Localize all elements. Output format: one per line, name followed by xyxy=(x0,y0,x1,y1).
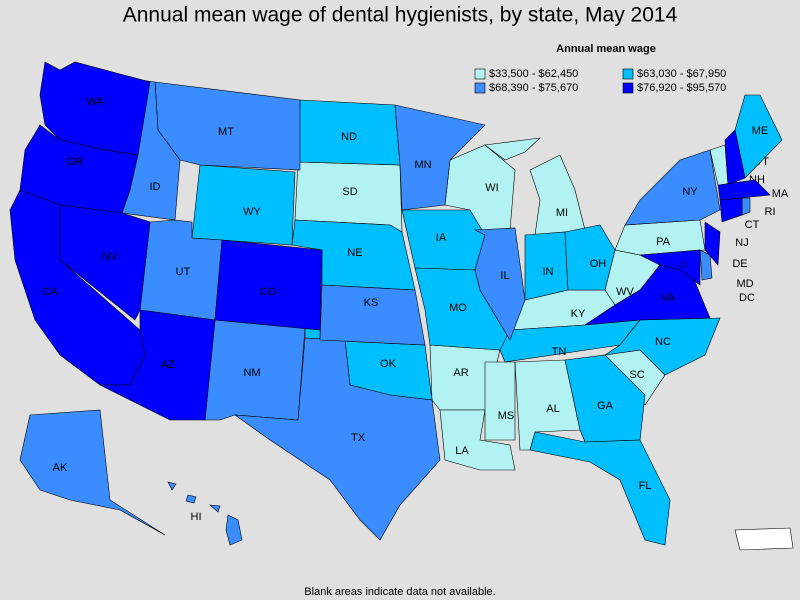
state-label: UT xyxy=(176,266,191,278)
state-label: MO xyxy=(449,302,467,314)
state-label: KS xyxy=(364,297,379,309)
state-shape xyxy=(704,221,721,266)
legend: $33,500 - $62,450 $63,030 - $67,950 $68,39… xyxy=(474,68,726,94)
state-label: MS xyxy=(498,410,515,422)
state-label: IA xyxy=(436,232,447,244)
footnote: Blank areas indicate data not available. xyxy=(304,586,495,598)
state-shape xyxy=(724,129,746,186)
puerto-rico xyxy=(734,527,794,551)
state-label: GA xyxy=(597,400,614,412)
state-label: FL xyxy=(639,480,652,492)
state-label: NC xyxy=(655,336,671,348)
state-shape xyxy=(185,494,197,504)
state-label: OR xyxy=(67,156,84,168)
state-label: OH xyxy=(590,258,607,270)
state-label: MA xyxy=(772,188,789,200)
legend-label: $68,390 - $75,670 xyxy=(489,82,578,94)
state-shape xyxy=(439,409,516,471)
state-label: SD xyxy=(342,186,357,198)
state-shape xyxy=(99,309,216,421)
state-label: RI xyxy=(765,206,776,218)
state-label: PA xyxy=(656,236,671,248)
state-shape xyxy=(624,149,721,226)
state-label: ME xyxy=(752,125,769,137)
state-label: WY xyxy=(243,206,261,218)
state-shape xyxy=(484,137,541,161)
legend-label: $76,920 - $95,570 xyxy=(637,82,726,94)
state-label: TN xyxy=(552,346,567,358)
state-shape xyxy=(319,284,426,346)
state-shape xyxy=(680,261,687,268)
state-label: VA xyxy=(661,292,676,304)
state-shape xyxy=(699,249,713,281)
state-label: MI xyxy=(556,207,568,219)
state-shape xyxy=(741,197,751,216)
state-shape xyxy=(614,219,706,256)
state-label: CO xyxy=(260,286,277,298)
state-label: KY xyxy=(571,308,586,320)
state-shape xyxy=(719,197,743,223)
map-title: Annual mean wage of dental hygienists, b… xyxy=(123,4,678,27)
states: SD WIMIKYWVPAARLAMSALSCVTWYNDNEIAMOOKINOH… xyxy=(9,61,789,546)
state-shape xyxy=(717,179,771,201)
legend-label: $63,030 - $67,950 xyxy=(637,68,726,80)
state-label: ID xyxy=(150,181,161,193)
state-shape xyxy=(209,504,221,513)
state-shape xyxy=(394,104,486,211)
state-shape xyxy=(167,481,177,491)
state-shape xyxy=(19,409,166,536)
legend-title: Annual mean wage xyxy=(556,43,656,55)
state-label: ND xyxy=(341,131,357,143)
state-shape xyxy=(484,361,516,441)
state-label: AL xyxy=(546,403,559,415)
state-label: MT xyxy=(218,126,234,138)
state-shape xyxy=(529,154,586,236)
state-label: LA xyxy=(455,445,469,457)
legend-swatch xyxy=(622,82,634,94)
state-label: SC xyxy=(629,369,644,381)
state-label: OK xyxy=(380,358,397,370)
state-shape xyxy=(214,239,323,331)
state-shape xyxy=(225,514,243,546)
state-label: HI xyxy=(191,511,202,523)
state-label: WI xyxy=(485,182,498,194)
legend-label: $33,500 - $62,450 xyxy=(489,68,578,80)
state-label: TX xyxy=(351,432,366,444)
state-shape xyxy=(19,124,139,214)
state-shape xyxy=(233,337,441,541)
state-shape xyxy=(529,431,671,546)
state-label: AZ xyxy=(161,359,175,371)
state-label: CT xyxy=(745,219,760,231)
state-label: MN xyxy=(414,159,431,171)
state-label: CA xyxy=(42,286,58,298)
state-shape xyxy=(638,249,701,286)
legend-swatch xyxy=(474,82,486,94)
state-label: AR xyxy=(453,367,468,379)
state-label: NM xyxy=(243,367,260,379)
state-label: MD xyxy=(736,278,753,290)
state-label: IL xyxy=(500,270,509,282)
state-shape xyxy=(473,227,526,341)
state-label: DE xyxy=(732,258,747,270)
state-label: NV xyxy=(102,251,118,263)
state-label: WA xyxy=(86,96,104,108)
legend-swatch xyxy=(622,68,634,80)
state-label: NJ xyxy=(735,237,748,249)
state-label: WV xyxy=(616,286,634,298)
legend-swatch xyxy=(474,68,486,80)
state-label: NY xyxy=(682,186,698,198)
state-label: IN xyxy=(543,266,554,278)
state-label: NE xyxy=(347,247,362,259)
state-label: DC xyxy=(739,292,755,304)
state-shape xyxy=(564,224,616,291)
state-label: AK xyxy=(53,462,68,474)
